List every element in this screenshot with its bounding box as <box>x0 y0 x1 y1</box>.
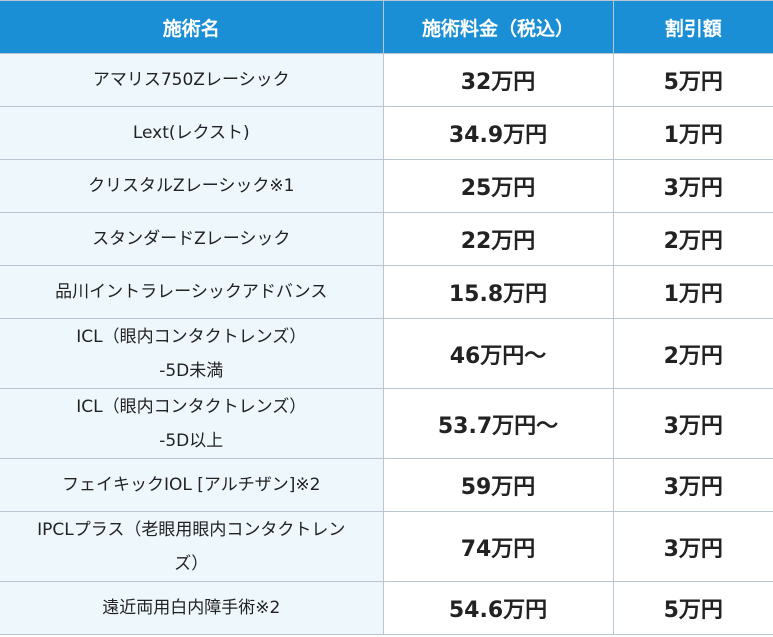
table-row: アマリス750Zレーシック 32万円 5万円 <box>0 53 773 107</box>
treatment-name-line: 品川イントラレーシックアドバンス <box>55 282 328 302</box>
discount-amount: 3万円 <box>612 511 773 582</box>
treatment-name-line: スタンダードZレーシック <box>92 229 291 249</box>
treatment-price: 74万円 <box>382 511 614 582</box>
discount-amount: 5万円 <box>612 581 773 635</box>
treatment-name-line: -5D以上 <box>159 430 224 451</box>
treatment-name-line: IPCLプラス（老眼用眼内コンタクトレン <box>37 519 346 540</box>
treatment-price: 32万円 <box>382 53 614 107</box>
table-row: クリスタルZレーシック※1 25万円 3万円 <box>0 159 773 213</box>
treatment-name: ICL（眼内コンタクトレンズ） -5D以上 <box>0 388 384 459</box>
table-row: スタンダードZレーシック 22万円 2万円 <box>0 212 773 266</box>
header-treatment-name: 施術名 <box>0 0 384 54</box>
treatment-name: クリスタルZレーシック※1 <box>0 159 384 213</box>
discount-amount: 2万円 <box>612 212 773 266</box>
table-row: 品川イントラレーシックアドバンス 15.8万円 1万円 <box>0 265 773 319</box>
treatment-price: 54.6万円 <box>382 581 614 635</box>
treatment-price: 59万円 <box>382 458 614 512</box>
discount-amount: 5万円 <box>612 53 773 107</box>
treatment-name: フェイキックIOL [アルチザン]※2 <box>0 458 384 512</box>
treatment-price: 15.8万円 <box>382 265 614 319</box>
treatment-name-line: 遠近両用白内障手術※2 <box>102 598 281 618</box>
treatment-name-line: -5D未満 <box>159 360 224 381</box>
table-row: フェイキックIOL [アルチザン]※2 59万円 3万円 <box>0 458 773 512</box>
treatment-name-line: アマリス750Zレーシック <box>92 70 290 90</box>
table-row: 遠近両用白内障手術※2 54.6万円 5万円 <box>0 581 773 635</box>
treatment-price: 46万円〜 <box>382 318 614 389</box>
header-discount: 割引額 <box>612 0 773 54</box>
treatment-name-line: ICL（眼内コンタクトレンズ） <box>76 326 307 347</box>
discount-amount: 1万円 <box>612 265 773 319</box>
discount-amount: 3万円 <box>612 159 773 213</box>
treatment-name-line: Lext(レクスト) <box>132 123 250 143</box>
treatment-price: 34.9万円 <box>382 106 614 160</box>
discount-amount: 3万円 <box>612 388 773 459</box>
treatment-price: 25万円 <box>382 159 614 213</box>
treatment-name-line: ズ） <box>174 553 209 574</box>
treatment-name: IPCLプラス（老眼用眼内コンタクトレン ズ） <box>0 511 384 582</box>
discount-amount: 2万円 <box>612 318 773 389</box>
discount-amount: 3万円 <box>612 458 773 512</box>
treatment-name: Lext(レクスト) <box>0 106 384 160</box>
table-row: Lext(レクスト) 34.9万円 1万円 <box>0 106 773 160</box>
table-row: ICL（眼内コンタクトレンズ） -5D以上 53.7万円〜 3万円 <box>0 388 773 459</box>
treatment-name: スタンダードZレーシック <box>0 212 384 266</box>
treatment-name: アマリス750Zレーシック <box>0 53 384 107</box>
treatment-price: 22万円 <box>382 212 614 266</box>
treatment-name-line: クリスタルZレーシック※1 <box>88 176 295 196</box>
treatment-name: ICL（眼内コンタクトレンズ） -5D未満 <box>0 318 384 389</box>
treatment-price: 53.7万円〜 <box>382 388 614 459</box>
treatment-name-line: ICL（眼内コンタクトレンズ） <box>76 396 307 417</box>
treatment-name: 品川イントラレーシックアドバンス <box>0 265 384 319</box>
header-row: 施術名 施術料金（税込） 割引額 <box>0 0 773 54</box>
treatment-name: 遠近両用白内障手術※2 <box>0 581 384 635</box>
discount-amount: 1万円 <box>612 106 773 160</box>
header-price: 施術料金（税込） <box>382 0 614 54</box>
treatment-name-line: フェイキックIOL [アルチザン]※2 <box>62 475 321 495</box>
table-row: IPCLプラス（老眼用眼内コンタクトレン ズ） 74万円 3万円 <box>0 511 773 582</box>
table-row: ICL（眼内コンタクトレンズ） -5D未満 46万円〜 2万円 <box>0 318 773 389</box>
